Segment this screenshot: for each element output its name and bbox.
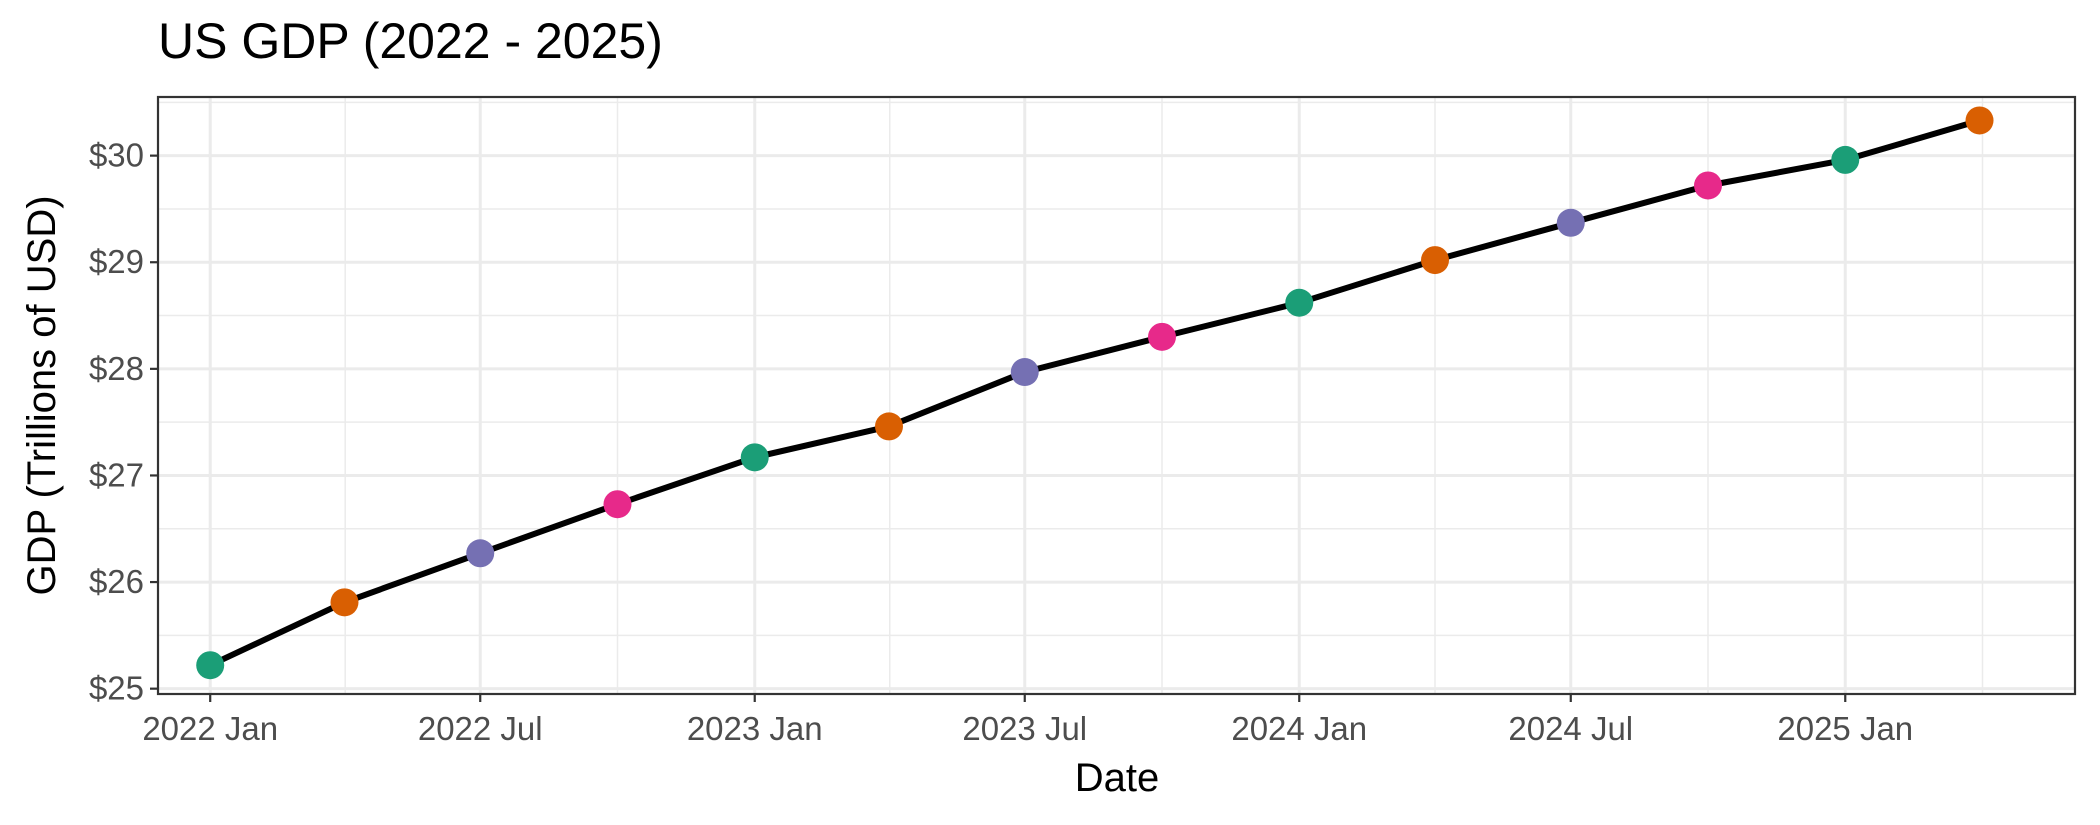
plot-panel-border [156,95,2077,696]
x-tick-label: 2022 Jul [418,710,543,747]
y-tick-label: $25 [89,670,144,707]
gdp-point [466,539,495,568]
y-tick-label: $26 [89,563,144,600]
y-tick-label: $30 [89,137,144,174]
gdp-point [196,651,225,680]
plot-grid [158,97,2075,694]
gdp-point [874,412,903,441]
y-tick-label: $29 [89,243,144,280]
gdp-point [1694,171,1723,200]
x-tick-label: 2023 Jul [962,710,1087,747]
gdp-point [1965,106,1994,135]
x-tick-label: 2022 Jan [142,710,278,747]
gdp-series [196,106,1994,680]
y-tick-label: $27 [89,456,144,493]
gdp-point [603,490,632,519]
x-axis-title: Date [1075,756,1160,800]
x-axis: 2022 Jan 2022 Jul 2023 Jan 2023 Jul 2024 Jan… [142,694,1913,747]
y-axis-title: GDP (Trillions of USD) [20,195,64,595]
y-tick-label: $28 [89,350,144,387]
y-axis: $25 $26 $27 $28 $29 $30 [89,137,158,707]
gdp-point [740,443,769,472]
gdp-point [330,588,359,617]
x-tick-label: 2024 Jul [1508,710,1633,747]
x-tick-label: 2023 Jan [687,710,823,747]
gdp-point [1421,246,1450,275]
gdp-point [1148,322,1177,351]
gdp-point [1556,208,1585,237]
gdp-point [1010,358,1039,387]
x-tick-label: 2024 Jan [1231,710,1367,747]
chart-title: US GDP (2022 - 2025) [158,13,663,69]
gdp-line [207,117,1983,669]
x-tick-label: 2025 Jan [1777,710,1913,747]
gdp-point [1831,145,1860,174]
gdp-point [1285,288,1314,317]
